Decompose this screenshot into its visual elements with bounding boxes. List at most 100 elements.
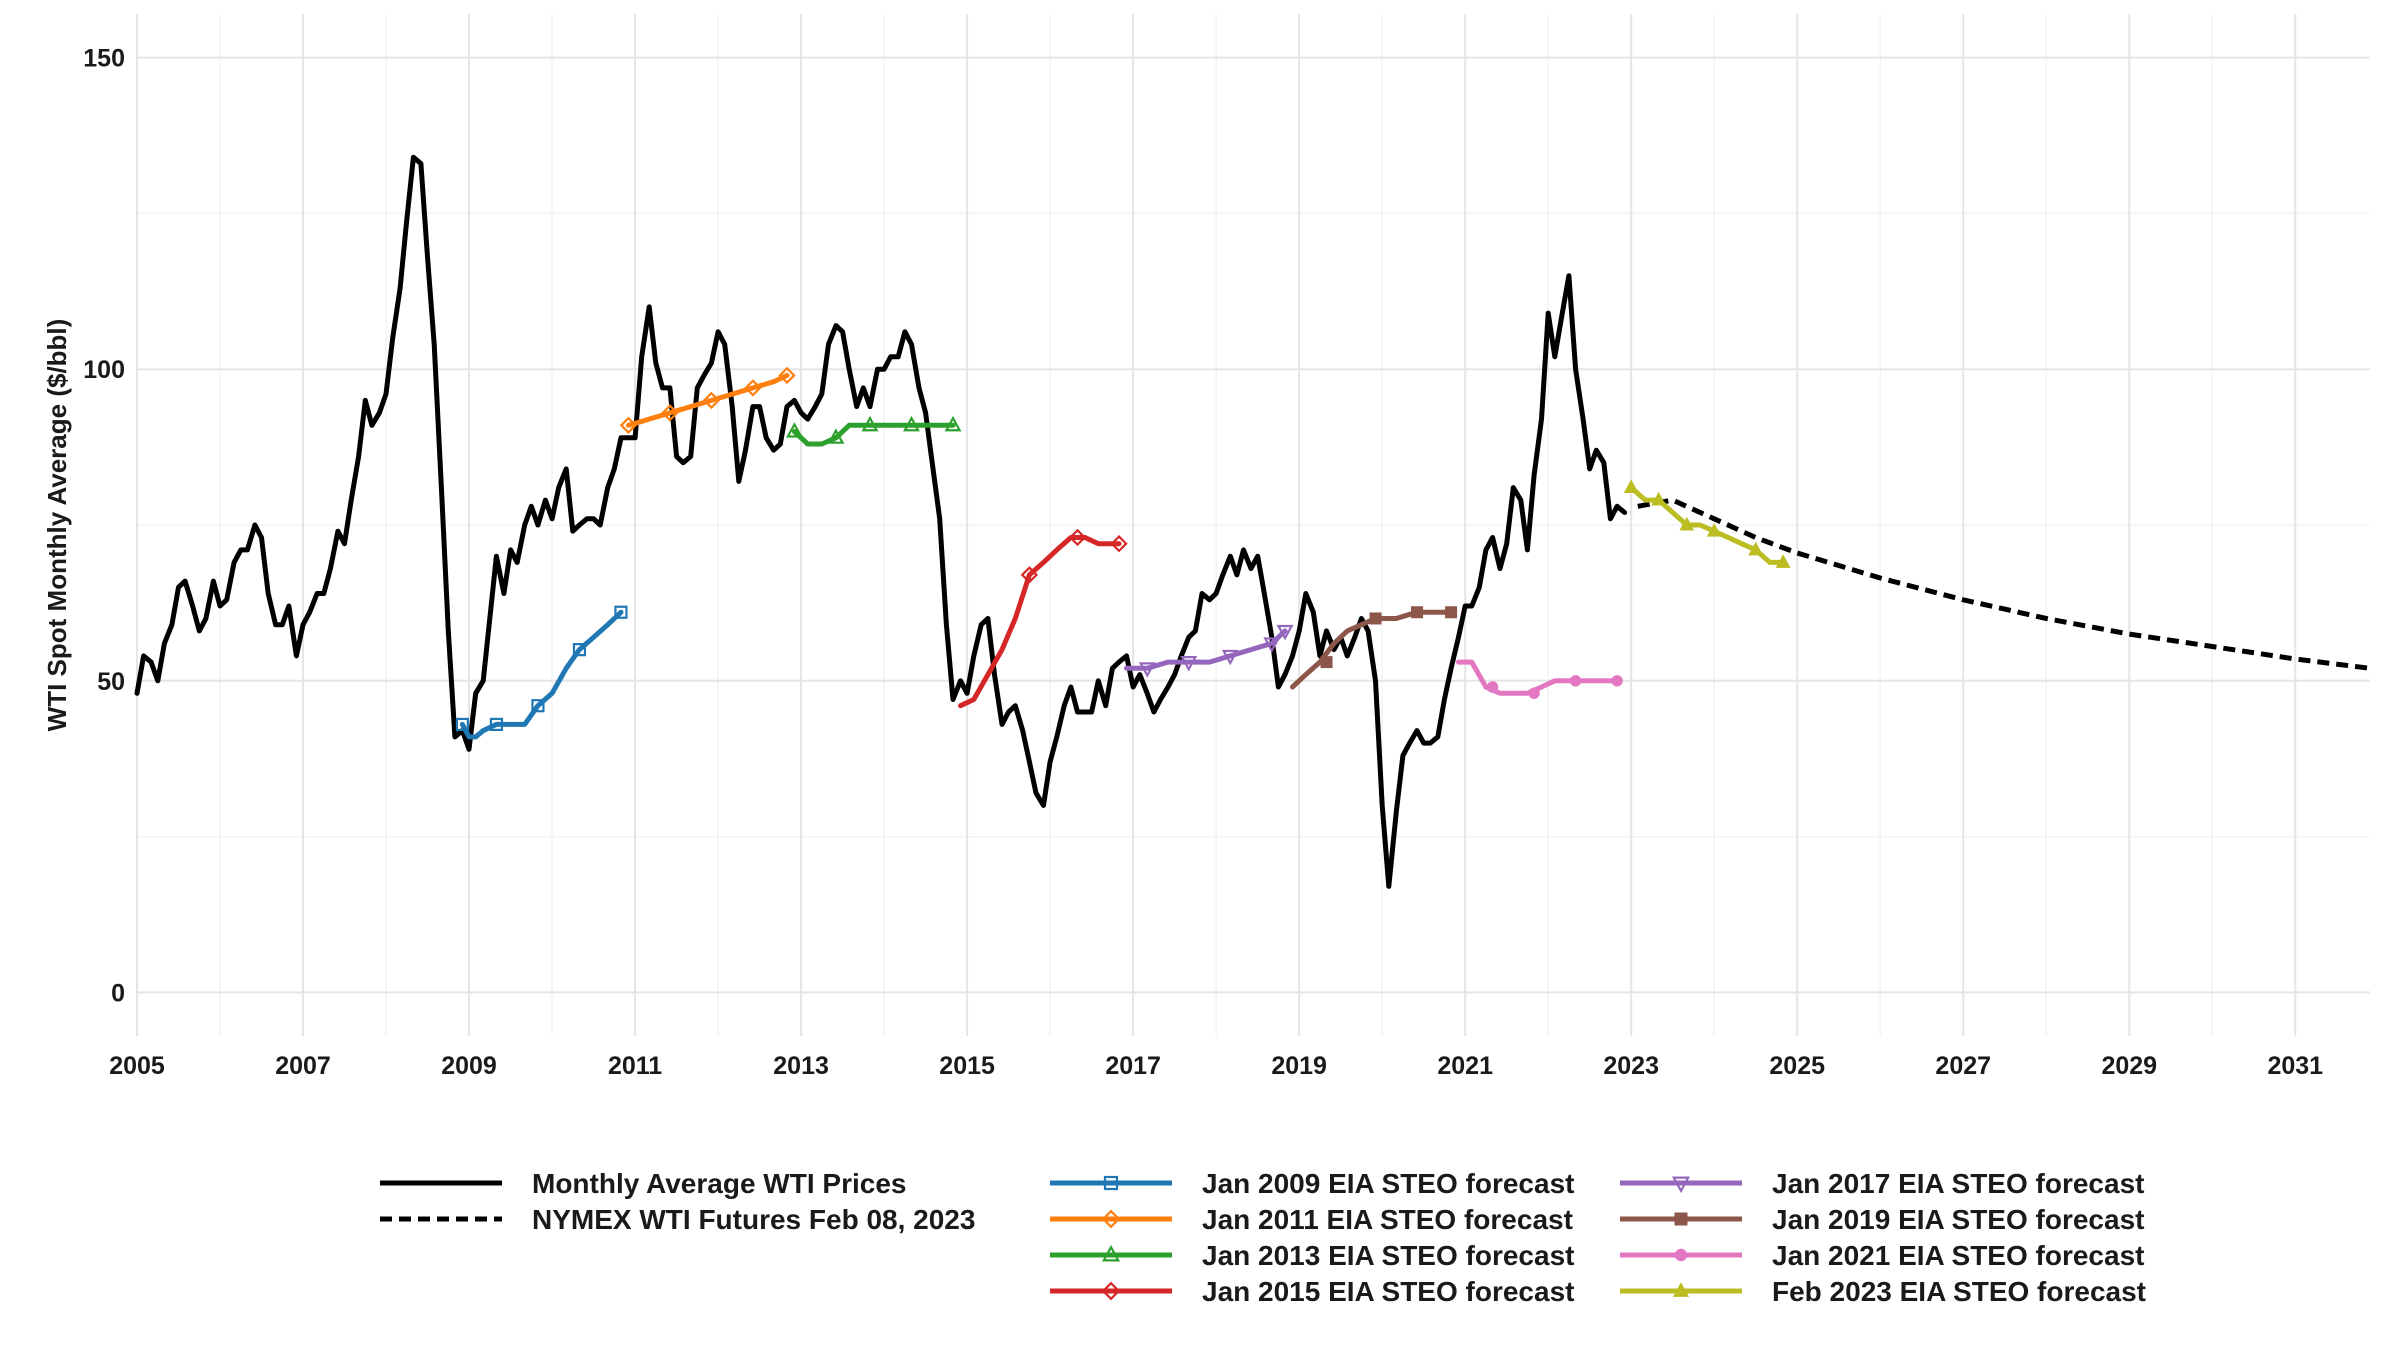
series-jan-2015-eia-steo-forecast (958, 528, 1128, 709)
y-axis-label: WTI Spot Monthly Average ($/bbl) (42, 319, 72, 732)
marker-diamond (1101, 1281, 1121, 1301)
x-tick-label: 2027 (1935, 1052, 1991, 1080)
legend-item: Jan 2015 EIA STEO forecast (1050, 1276, 1574, 1307)
marker-square-filled (1674, 1212, 1688, 1226)
marker-triangle-down (1180, 656, 1198, 672)
x-tick-label: 2013 (773, 1052, 829, 1080)
legend-item: Jan 2021 EIA STEO forecast (1620, 1240, 2144, 1271)
x-tick-label: 2031 (2267, 1052, 2323, 1080)
marker-triangle-down (1221, 649, 1239, 666)
legend-label: Jan 2021 EIA STEO forecast (1772, 1240, 2144, 1271)
series-layer (134, 154, 2371, 889)
marker-triangle-filled (1679, 516, 1695, 531)
legend-item: Jan 2019 EIA STEO forecast (1620, 1204, 2144, 1235)
legend-label: Jan 2013 EIA STEO forecast (1202, 1240, 1574, 1271)
series-line (1456, 659, 1620, 696)
marker-square-filled (1369, 612, 1382, 625)
legend-item: Feb 2023 EIA STEO forecast (1620, 1276, 2146, 1307)
marker-triangle (903, 415, 920, 432)
marker-square-filled (1320, 656, 1333, 669)
x-tick-label: 2025 (1769, 1052, 1825, 1080)
legend-item: Jan 2013 EIA STEO forecast (1050, 1240, 1574, 1271)
series-line (958, 535, 1122, 709)
series-jan-2021-eia-steo-forecast (1456, 659, 1623, 699)
legend-item: Monthly Average WTI Prices (380, 1168, 906, 1199)
marker-square (1103, 1175, 1119, 1191)
marker-diamond (1020, 566, 1039, 584)
x-tick-label: 2029 (2101, 1052, 2157, 1080)
marker-triangle-filled (1775, 554, 1791, 568)
legend-item: NYMEX WTI Futures Feb 08, 2023 (380, 1204, 975, 1235)
legend-label: Feb 2023 EIA STEO forecast (1772, 1276, 2146, 1307)
marker-square (531, 699, 545, 713)
gridlines (136, 14, 2370, 1036)
marker-circle (1528, 687, 1540, 699)
x-tick-label: 2009 (441, 1052, 497, 1080)
y-tick-label: 0 (111, 979, 125, 1007)
series-line (1124, 628, 1288, 671)
legend-label: NYMEX WTI Futures Feb 08, 2023 (532, 1204, 975, 1235)
x-tick-label: 2017 (1105, 1052, 1161, 1080)
series-feb-2023-eia-steo-forecast (1623, 479, 1791, 568)
marker-triangle-down (1276, 624, 1294, 641)
series-monthly-average-wti-prices (134, 154, 1628, 889)
marker-square-filled (1411, 606, 1424, 619)
marker-diamond (661, 404, 679, 422)
series-line (1290, 609, 1454, 690)
x-tick-label: 2021 (1437, 1052, 1493, 1080)
series-line (791, 422, 956, 447)
series-line (134, 154, 1628, 889)
y-tick-label: 50 (97, 668, 125, 696)
marker-triangle-down (1138, 662, 1156, 678)
series-jan-2013-eia-steo-forecast (785, 415, 962, 447)
legend-label: Jan 2019 EIA STEO forecast (1772, 1204, 2144, 1235)
legend-item: Jan 2011 EIA STEO forecast (1050, 1204, 1573, 1235)
marker-square (455, 717, 470, 732)
series-nymex-wti-futures-feb-08-2023 (1637, 497, 2371, 671)
marker-triangle-filled (1672, 1282, 1690, 1297)
x-tick-label: 2011 (608, 1052, 662, 1080)
series-jan-2011-eia-steo-forecast (619, 366, 796, 434)
marker-triangle-down (1671, 1176, 1691, 1194)
legend-label: Jan 2009 EIA STEO forecast (1202, 1168, 1574, 1199)
marker-triangle (944, 415, 962, 432)
marker-diamond (702, 391, 721, 410)
marker-diamond (778, 366, 796, 385)
marker-triangle-filled (1706, 523, 1722, 537)
marker-circle (1569, 675, 1582, 687)
marker-triangle (785, 422, 803, 438)
y-tick-label: 100 (83, 356, 125, 384)
marker-triangle-filled (1748, 541, 1764, 556)
series-line (1637, 497, 2371, 671)
marker-triangle-down (1263, 637, 1281, 653)
legend-label: Jan 2017 EIA STEO forecast (1772, 1168, 2144, 1199)
x-tick-label: 2023 (1603, 1052, 1659, 1080)
series-line (459, 609, 624, 740)
legend-label: Jan 2011 EIA STEO forecast (1202, 1204, 1573, 1235)
marker-diamond (1101, 1209, 1121, 1229)
marker-circle (1486, 681, 1499, 693)
legend-item: Jan 2009 EIA STEO forecast (1050, 1168, 1574, 1199)
marker-square (572, 643, 587, 657)
x-tick-label: 2005 (109, 1052, 165, 1080)
legend-label: Monthly Average WTI Prices (532, 1168, 906, 1199)
marker-diamond (1110, 534, 1128, 553)
legend-label: Jan 2015 EIA STEO forecast (1202, 1276, 1574, 1307)
marker-square (614, 605, 628, 619)
series-jan-2017-eia-steo-forecast (1124, 624, 1294, 678)
legend-item: Jan 2017 EIA STEO forecast (1620, 1168, 2144, 1199)
marker-circle (1674, 1248, 1688, 1262)
marker-square (489, 717, 504, 732)
marker-triangle (861, 415, 879, 432)
marker-diamond (744, 379, 762, 397)
x-tick-label: 2015 (939, 1052, 995, 1080)
axis-labels: 2005 2007 2009 2011 2013 2015 2017 2019 2021 2023… (83, 45, 2323, 1080)
marker-triangle (827, 428, 845, 444)
y-tick-label: 150 (83, 45, 125, 73)
legend: Monthly Average WTI Prices NYMEX WTI Futu… (380, 1168, 2146, 1307)
marker-triangle (1101, 1244, 1121, 1262)
marker-circle (1611, 675, 1623, 687)
marker-triangle-filled (1623, 479, 1639, 494)
marker-diamond (619, 416, 638, 434)
